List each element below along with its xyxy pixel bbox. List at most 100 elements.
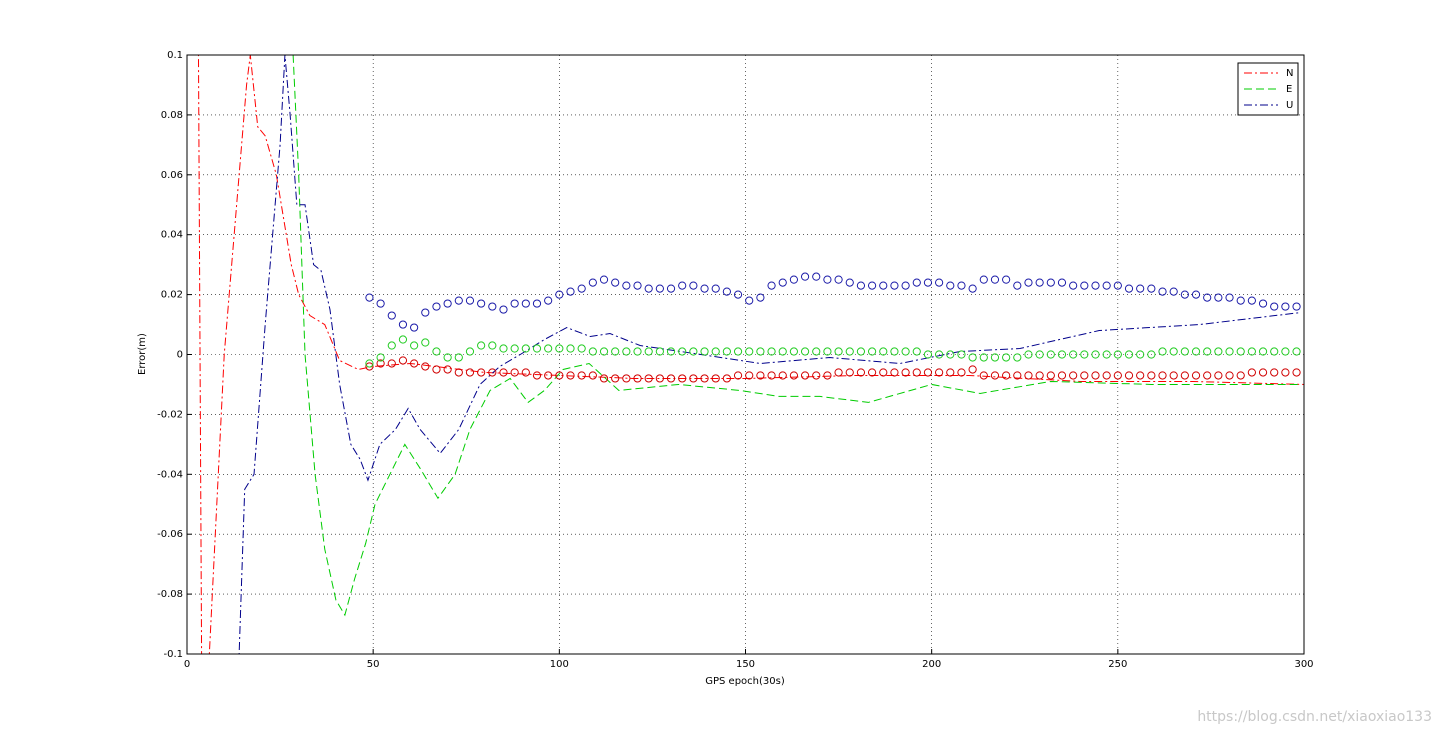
data-marker <box>856 347 866 356</box>
data-marker <box>1057 350 1067 359</box>
watermark: https://blog.csdn.net/xiaoxiao133 <box>1197 709 1432 725</box>
data-marker <box>387 341 396 350</box>
data-marker <box>1180 290 1189 299</box>
data-marker <box>555 371 564 380</box>
data-marker <box>499 305 508 314</box>
data-marker <box>912 278 921 287</box>
data-marker <box>957 281 966 290</box>
data-marker <box>968 365 977 374</box>
series-line <box>197 55 1304 654</box>
y-tick-label: 0.04 <box>161 230 183 241</box>
series-line <box>292 55 1301 617</box>
data-marker <box>1169 287 1178 296</box>
data-marker <box>588 278 597 287</box>
data-marker <box>532 299 542 308</box>
data-marker <box>566 344 575 353</box>
data-marker <box>1225 347 1234 356</box>
x-tick-label: 100 <box>550 659 569 670</box>
data-marker <box>611 347 620 356</box>
data-marker <box>745 296 754 305</box>
data-marker <box>655 347 664 356</box>
data-marker <box>957 350 966 359</box>
data-marker <box>1214 347 1223 356</box>
data-marker <box>1024 371 1033 380</box>
data-marker <box>990 275 1000 284</box>
data-marker <box>1147 284 1156 293</box>
data-marker <box>990 353 1000 362</box>
labels: 0 50 100 150 200 250 300 -0.1 -0.08 -0.06 -0.04 -0.… <box>157 50 1313 670</box>
data-marker <box>510 299 519 308</box>
data-marker <box>1236 371 1245 380</box>
data-marker <box>800 347 810 356</box>
data-marker <box>1169 347 1178 356</box>
data-marker <box>432 302 441 311</box>
data-marker <box>968 284 977 293</box>
data-marker <box>1102 350 1111 359</box>
data-marker <box>499 344 508 353</box>
data-marker <box>756 293 765 302</box>
data-marker <box>1270 347 1279 356</box>
data-marker <box>1247 296 1256 305</box>
data-marker <box>1080 371 1089 380</box>
data-marker <box>1046 278 1055 287</box>
legend-label: E <box>1286 84 1292 95</box>
data-marker <box>1225 293 1234 302</box>
data-marker <box>365 362 374 371</box>
y-axis-label: Error(m) <box>137 333 148 375</box>
plot-area <box>187 55 1304 654</box>
data-marker <box>1057 371 1067 380</box>
x-tick-label: 250 <box>1108 659 1127 670</box>
data-marker <box>1191 371 1201 380</box>
data-marker <box>465 296 475 305</box>
data-marker <box>1270 302 1279 311</box>
data-marker <box>979 275 988 284</box>
x-tick-label: 300 <box>1294 659 1313 670</box>
data-marker <box>566 371 575 380</box>
data-marker <box>957 368 966 377</box>
data-marker <box>1035 278 1044 287</box>
data-marker <box>923 278 933 287</box>
data-marker <box>365 359 374 368</box>
data-marker <box>387 311 396 320</box>
data-marker <box>722 347 731 356</box>
data-marker <box>834 275 843 284</box>
data-marker <box>1203 293 1212 302</box>
data-marker <box>410 323 419 332</box>
data-marker <box>622 374 631 383</box>
data-marker <box>711 374 720 383</box>
data-marker <box>1258 368 1268 377</box>
data-marker <box>465 347 475 356</box>
data-marker <box>465 368 475 377</box>
data-marker <box>890 368 899 377</box>
data-marker <box>398 320 408 329</box>
data-marker <box>678 347 687 356</box>
data-marker <box>532 344 542 353</box>
data-marker <box>812 347 821 356</box>
data-marker <box>845 368 854 377</box>
data-marker <box>644 284 653 293</box>
data-marker <box>778 278 787 287</box>
data-marker <box>1069 350 1078 359</box>
y-tick-label: -0.04 <box>157 469 183 480</box>
data-marker <box>689 374 698 383</box>
data-marker <box>812 371 821 380</box>
data-marker <box>421 308 430 317</box>
data-marker <box>1102 281 1111 290</box>
y-tick-label: 0.06 <box>161 170 183 181</box>
data-marker <box>432 347 441 356</box>
data-marker <box>946 368 955 377</box>
data-marker <box>1247 347 1256 356</box>
data-marker <box>979 353 988 362</box>
data-marker <box>800 272 810 281</box>
data-marker <box>1013 371 1022 380</box>
data-marker <box>544 371 553 380</box>
data-marker <box>387 359 396 368</box>
data-marker <box>1002 371 1011 380</box>
y-tick-label: 0.02 <box>161 290 183 301</box>
data-marker <box>666 284 676 293</box>
data-marker <box>1281 347 1290 356</box>
data-marker <box>789 347 799 356</box>
data-marker <box>823 347 832 356</box>
data-marker <box>923 368 933 377</box>
